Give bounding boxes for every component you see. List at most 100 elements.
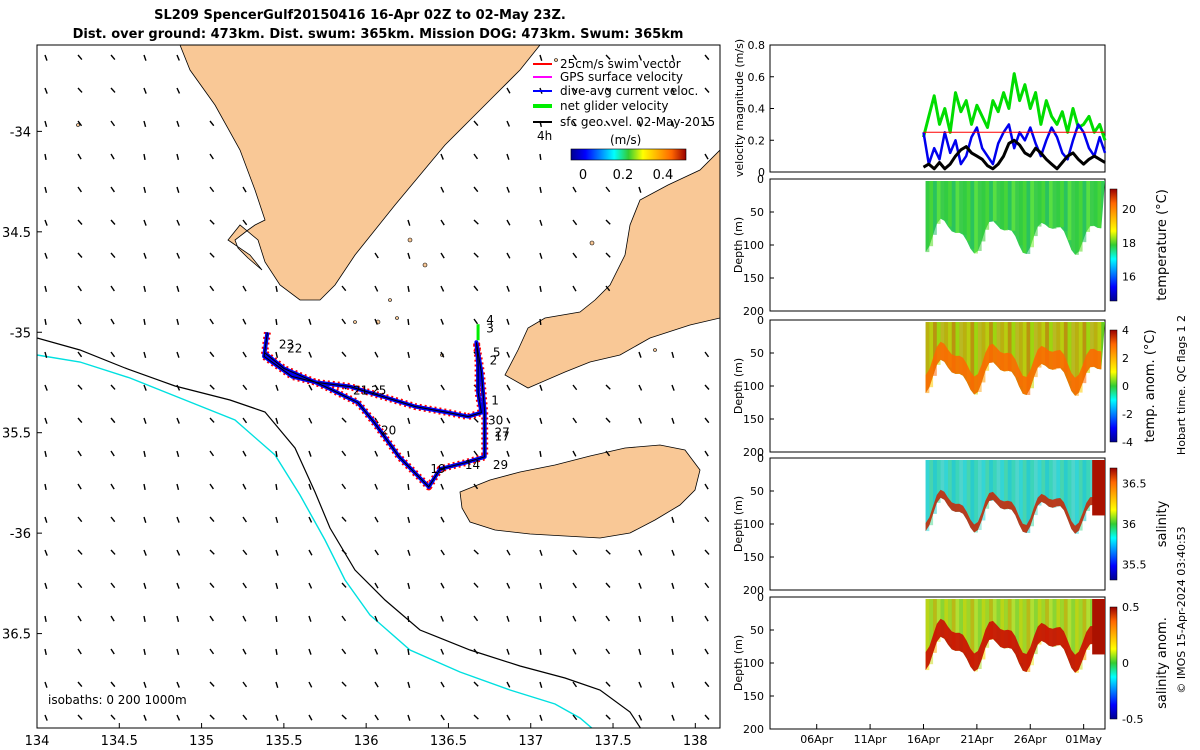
- section-stripe: [985, 181, 990, 230]
- current-arrow: [110, 714, 116, 720]
- section-stripe: [1011, 599, 1016, 649]
- track-day-label: 22: [287, 341, 302, 355]
- depth-tick-label: 50: [750, 347, 764, 360]
- section-stripe: [981, 599, 986, 660]
- current-arrow: [407, 483, 410, 491]
- current-arrow: [605, 450, 611, 457]
- current-arrow: [176, 384, 181, 391]
- section-stripe: [951, 599, 956, 650]
- current-arrow: [605, 285, 611, 292]
- current-arrow: [473, 417, 479, 423]
- section-stripe: [981, 181, 986, 242]
- track-day-label: 4: [486, 313, 494, 327]
- current-arrow: [704, 54, 710, 61]
- current-arrow: [539, 384, 543, 391]
- section-stripe: [1090, 460, 1094, 506]
- section-stripe: [966, 460, 971, 520]
- section-stripe: [1060, 599, 1064, 646]
- current-arrow: [605, 120, 611, 127]
- current-arrow: [176, 648, 180, 655]
- current-arrow: [275, 681, 279, 688]
- section-stripe: [1078, 599, 1083, 670]
- section-stripe: [1052, 599, 1057, 647]
- current-arrow: [110, 219, 116, 225]
- section-colorbar-label: temp. anom. (°C): [1143, 329, 1158, 442]
- section-stripe: [936, 181, 941, 224]
- map-x-tick-label: 134: [25, 734, 50, 749]
- colorbar-tick-2: 0.4: [653, 168, 674, 183]
- current-arrow: [209, 615, 214, 622]
- section-stripe: [1004, 460, 1008, 510]
- map-title-line2: Dist. over ground: 473km. Dist. swum: 36…: [73, 27, 684, 42]
- current-arrow: [638, 87, 643, 94]
- section-stripe: [936, 322, 941, 365]
- track-day-label: 17: [495, 430, 510, 444]
- section-stripe: [1045, 322, 1049, 366]
- section-colorbar: [1109, 606, 1118, 720]
- section-stripe: [933, 181, 937, 235]
- section-stripe: [1090, 322, 1094, 368]
- current-arrow: [407, 384, 411, 391]
- isobaths-label: isobaths: 0 200 1000m: [48, 693, 187, 707]
- current-arrow: [77, 516, 83, 523]
- current-arrow: [473, 153, 479, 160]
- current-arrow: [374, 285, 379, 292]
- section-stripe: [1067, 322, 1072, 382]
- section-panel-2: 0 50 100 150 200 Depth (m) 4 2 0 -2 -4 temp. anom. …: [732, 314, 1158, 459]
- section-stripe: [977, 460, 982, 530]
- current-arrow: [242, 384, 248, 391]
- current-arrow: [407, 450, 410, 458]
- section-stripe: [1075, 599, 1079, 673]
- current-arrow: [44, 153, 47, 161]
- track-day-label: 23: [279, 337, 294, 351]
- current-arrow: [671, 120, 675, 127]
- current-arrow: [110, 351, 116, 358]
- section-stripe: [1060, 322, 1064, 369]
- track-day-label: 1: [491, 394, 499, 408]
- current-arrow: [77, 285, 82, 292]
- current-arrow: [440, 615, 444, 622]
- map-y-tick-label: 35.5: [2, 427, 31, 442]
- current-arrow: [110, 483, 115, 490]
- current-arrow: [242, 186, 247, 193]
- current-arrow: [473, 285, 479, 292]
- section-stripe: [1041, 460, 1046, 502]
- section-stripe: [1037, 599, 1042, 645]
- section-stripe: [966, 181, 971, 241]
- current-arrow: [506, 252, 511, 259]
- legend-gps-label: GPS surface velocity: [560, 70, 683, 84]
- current-arrow: [407, 615, 410, 623]
- current-arrow: [572, 285, 577, 292]
- current-arrow: [572, 417, 578, 424]
- colorbar-tick-label: 36.5: [1122, 478, 1147, 491]
- current-arrow: [143, 714, 147, 721]
- current-arrow: [704, 351, 710, 358]
- current-arrow: [506, 186, 510, 193]
- section-deep-layer: [925, 489, 1102, 534]
- current-arrow: [539, 450, 542, 458]
- current-arrow: [473, 582, 479, 588]
- current-arrow: [176, 54, 180, 61]
- current-arrow: [77, 582, 83, 589]
- current-arrow: [110, 549, 116, 555]
- depth-tick-label: 150: [743, 690, 764, 703]
- current-arrow: [506, 318, 510, 325]
- section-stripe: [992, 181, 997, 221]
- section-stripe: [1045, 460, 1049, 504]
- section-stripe: [1007, 599, 1012, 648]
- current-arrow: [407, 318, 410, 326]
- section-stripe: [948, 181, 952, 227]
- velocity-series: [922, 72, 1107, 171]
- current-arrow: [209, 384, 215, 390]
- section-stripe: [1041, 322, 1046, 364]
- map-legend: 25cm/s swim vector GPS surface velocity …: [533, 57, 715, 183]
- current-arrow: [110, 120, 116, 127]
- section-stripe: [970, 460, 975, 528]
- current-arrow: [704, 615, 709, 622]
- section-stripe: [1082, 322, 1087, 384]
- current-vector-field: [44, 54, 710, 721]
- current-arrow: [440, 417, 445, 424]
- section-stripe: [1071, 460, 1076, 529]
- section-stripe: [962, 181, 967, 235]
- colorbar-tick-label: 36: [1122, 518, 1136, 531]
